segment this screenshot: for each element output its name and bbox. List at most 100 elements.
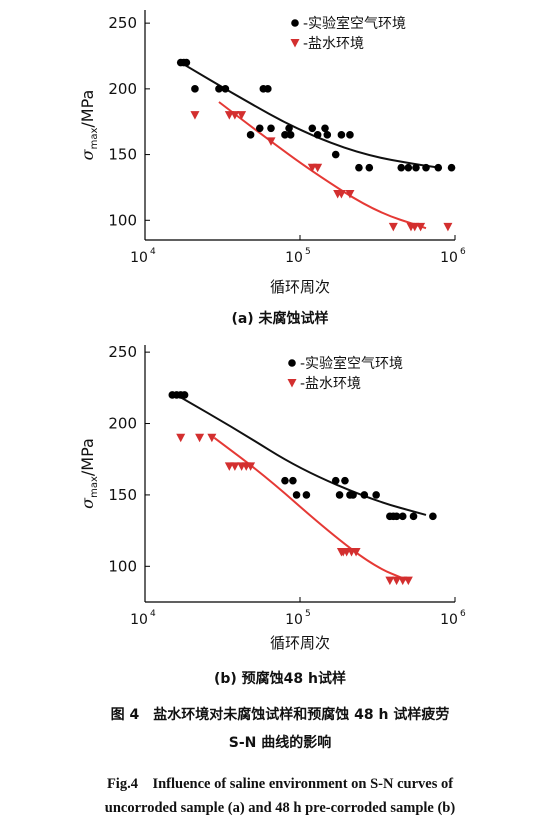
data-point-air (355, 163, 363, 172)
y-tick-label: 200 (108, 80, 137, 98)
legend-marker-air (291, 19, 299, 27)
data-point-air (289, 476, 297, 485)
legend-marker-air (288, 359, 296, 367)
data-point-air (422, 163, 430, 172)
data-point-air (286, 131, 295, 139)
data-point-saline (230, 111, 240, 120)
figure-caption-cn-line2: S-N 曲线的影响 (228, 735, 332, 751)
data-point-saline (207, 433, 217, 443)
data-point-saline (246, 462, 256, 471)
data-point-saline (388, 222, 398, 232)
data-point-saline (176, 433, 186, 443)
figure-caption-en-line2: uncorroded sample (a) and 48 h pre-corro… (104, 800, 456, 816)
data-point-air (392, 512, 401, 521)
legend-label-saline: -盐水环境 (300, 376, 361, 392)
y-axis-unit: /MPa (78, 90, 97, 128)
data-point-air (292, 491, 301, 499)
data-point-air (308, 124, 317, 133)
y-axis-subscript: max (89, 476, 100, 498)
fit-curve-air (180, 61, 441, 169)
fit-curve-air (176, 394, 427, 516)
x-tick-label: 10 (130, 612, 148, 628)
data-point-air (447, 163, 456, 172)
data-point-saline (345, 190, 355, 199)
data-point-air (412, 163, 420, 172)
y-tick-label: 250 (108, 343, 137, 361)
data-point-air (285, 124, 293, 133)
data-point-air (360, 491, 369, 499)
y-tick-label: 150 (108, 486, 137, 504)
data-point-air (365, 163, 374, 172)
x-tick-exponent: 5 (305, 247, 311, 257)
legend-label-air: -实验室空气环境 (303, 15, 406, 32)
data-point-saline (410, 222, 420, 232)
x-tick-label: 10 (440, 612, 458, 628)
x-tick-label: 10 (285, 250, 303, 266)
subplot-a-caption: (a) 未腐蚀试样 (231, 311, 329, 327)
data-point-air (215, 85, 223, 93)
data-point-air (323, 131, 332, 139)
y-axis-unit: /MPa (78, 438, 97, 476)
data-point-air (337, 131, 346, 139)
y-axis-label: σmax/MPa (78, 438, 100, 509)
y-tick-label: 200 (108, 415, 137, 433)
data-point-air (313, 131, 322, 139)
subplot-b-caption: (b) 预腐蚀48 h试样 (213, 671, 346, 687)
data-point-air (409, 512, 418, 521)
data-point-air (331, 476, 340, 485)
data-point-air (349, 491, 357, 499)
x-tick-exponent: 4 (150, 609, 156, 619)
data-point-air (302, 491, 311, 499)
x-tick-exponent: 6 (460, 247, 466, 257)
data-point-air (281, 476, 289, 485)
x-axis-label: 循环周次 (270, 634, 330, 652)
data-point-air (221, 85, 230, 93)
data-point-saline (266, 137, 276, 146)
data-point-saline (392, 576, 402, 586)
data-point-air (281, 131, 289, 139)
y-tick-label: 150 (108, 146, 137, 164)
legend-marker-saline (290, 39, 300, 48)
data-point-saline (230, 462, 240, 471)
data-point-saline (403, 576, 413, 586)
data-point-saline (195, 433, 205, 443)
legend-label-air: -实验室空气环境 (300, 355, 403, 372)
x-tick-label: 10 (130, 250, 148, 266)
figure-caption-en-line1: Fig.4 Influence of saline environment on… (106, 776, 454, 792)
data-point-saline (416, 222, 426, 232)
data-point-air (335, 491, 344, 499)
data-point-saline (351, 548, 361, 557)
data-point-saline (336, 190, 346, 199)
data-point-air (321, 124, 329, 133)
data-point-air (331, 150, 340, 159)
data-point-air (398, 512, 407, 521)
data-point-air (346, 131, 354, 139)
y-tick-label: 250 (108, 14, 137, 32)
data-point-air (264, 85, 272, 93)
data-point-air (397, 163, 406, 172)
x-tick-exponent: 6 (460, 609, 466, 619)
data-point-air (434, 163, 443, 172)
y-axis-symbol: σ (78, 148, 97, 160)
data-point-air (404, 163, 413, 172)
data-point-saline (313, 163, 323, 173)
data-point-air (182, 58, 191, 67)
data-point-air (341, 476, 349, 485)
legend-label-saline: -盐水环境 (303, 36, 364, 52)
data-point-air (429, 512, 437, 521)
fit-curve-saline (218, 101, 427, 230)
fit-curve-saline (213, 437, 409, 582)
x-axis-label: 循环周次 (270, 278, 330, 296)
figure-caption-cn-line1: 图 4 盐水环境对未腐蚀试样和预腐蚀 48 h 试样疲劳 (110, 707, 450, 723)
x-tick-label: 10 (440, 250, 458, 266)
data-point-air (180, 391, 189, 399)
data-point-air (267, 124, 275, 133)
x-tick-exponent: 5 (305, 609, 311, 619)
data-point-air (191, 85, 199, 93)
x-tick-label: 10 (285, 612, 303, 628)
data-point-saline (385, 576, 395, 586)
data-point-air (372, 491, 380, 499)
